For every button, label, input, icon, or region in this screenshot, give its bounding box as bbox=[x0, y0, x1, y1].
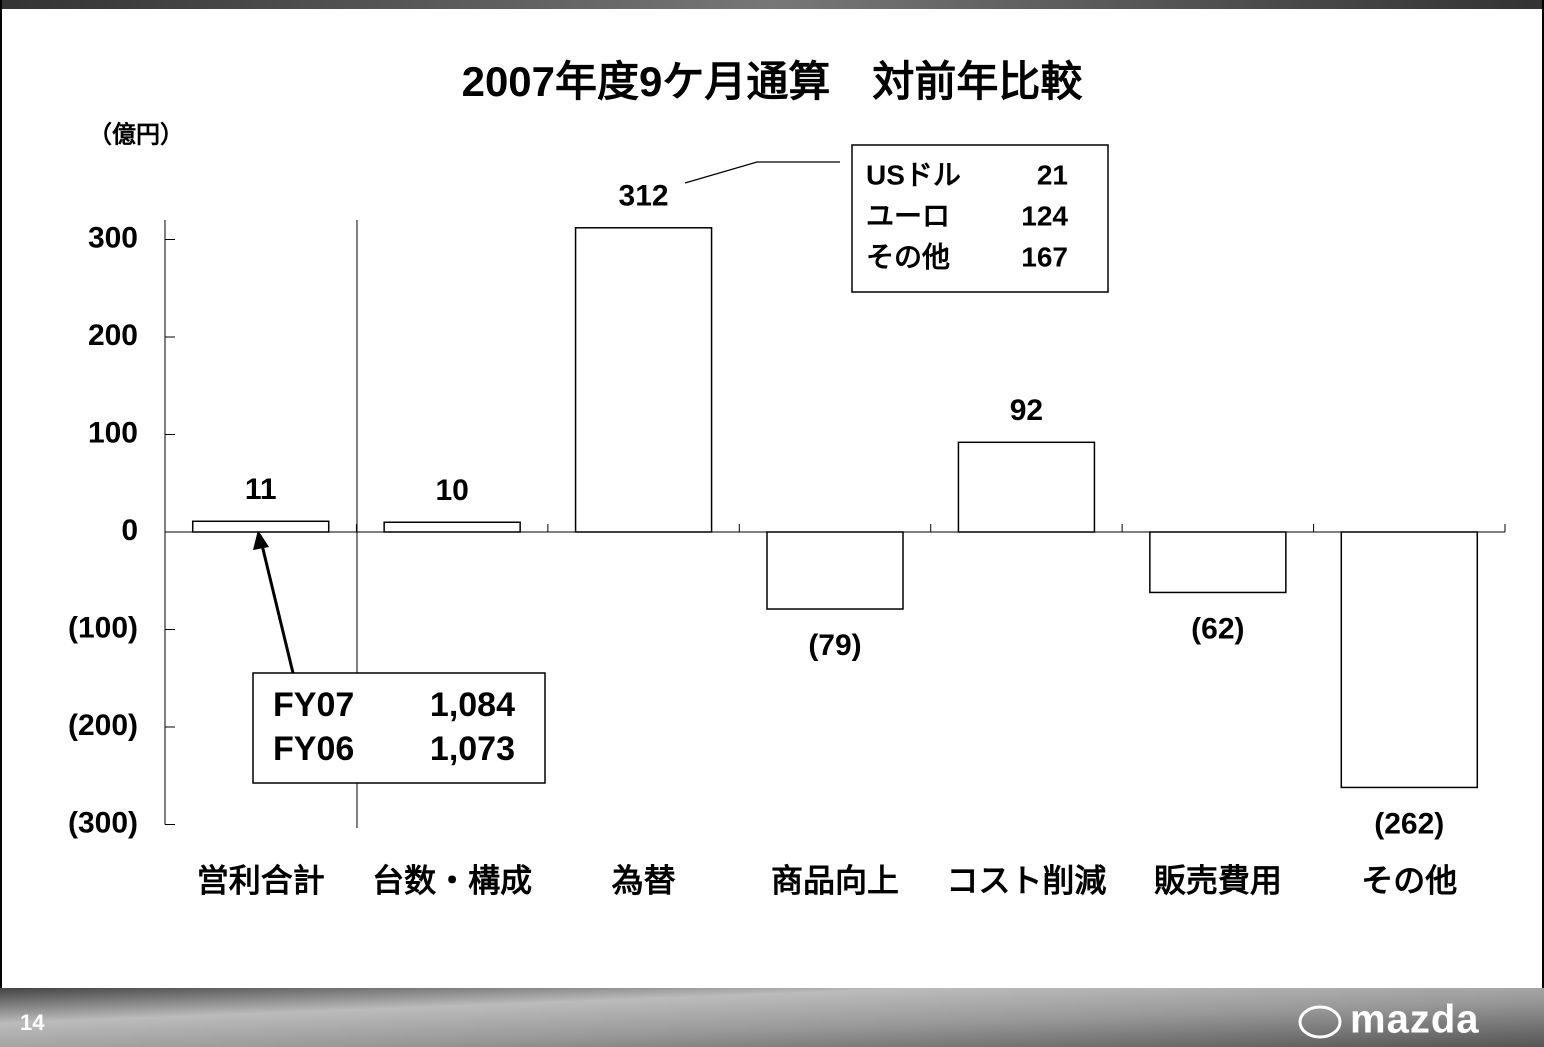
data-label: (79) bbox=[808, 629, 861, 662]
y-tick-label: 0 bbox=[121, 514, 138, 547]
logo: mazda bbox=[1350, 998, 1480, 1042]
page-number: 14 bbox=[20, 1010, 45, 1035]
callout-value: 1,084 bbox=[430, 686, 515, 724]
y-tick-label: (100) bbox=[68, 611, 138, 644]
top-band bbox=[0, 0, 1544, 9]
callout-label: FY06 bbox=[273, 730, 354, 768]
x-tick-label: 為替 bbox=[612, 862, 676, 898]
bar bbox=[191, 520, 330, 533]
x-tick-label: その他 bbox=[1361, 862, 1457, 898]
callout-label: USドル bbox=[866, 159, 961, 190]
bar bbox=[766, 531, 904, 610]
data-label: 10 bbox=[435, 474, 468, 507]
x-tick-label: 営利合計 bbox=[197, 862, 325, 898]
data-label: 11 bbox=[245, 473, 277, 506]
bar bbox=[957, 441, 1096, 533]
callout-box bbox=[252, 672, 546, 784]
y-tick-label: 300 bbox=[88, 221, 138, 254]
callout-leader bbox=[684, 161, 840, 184]
callout-arrow bbox=[260, 544, 295, 674]
logo-mark bbox=[1298, 1005, 1342, 1039]
y-axis-label: （億円） bbox=[88, 120, 184, 148]
data-label: (262) bbox=[1374, 807, 1444, 840]
bar bbox=[1149, 531, 1287, 594]
bar bbox=[574, 227, 713, 533]
data-label: (62) bbox=[1191, 612, 1244, 645]
callout-label: ユーロ bbox=[866, 200, 950, 231]
x-tick-label: コスト削減 bbox=[946, 862, 1106, 898]
footer-band bbox=[0, 988, 1544, 1047]
data-label: 92 bbox=[1010, 394, 1043, 427]
bar bbox=[383, 521, 521, 533]
y-tick-label: 200 bbox=[88, 319, 138, 352]
bar bbox=[1340, 531, 1479, 789]
callout-value: 1,073 bbox=[430, 730, 515, 768]
y-tick-label: (200) bbox=[68, 709, 138, 742]
data-label: 312 bbox=[619, 180, 669, 213]
callout-label: FY07 bbox=[273, 686, 354, 724]
arrow-head bbox=[253, 530, 269, 550]
y-tick-label: (300) bbox=[68, 806, 138, 839]
chart-title: 2007年度9ケ月通算 対前年比較 bbox=[462, 58, 1084, 105]
x-tick-label: 台数・構成 bbox=[372, 862, 532, 898]
callout-value: 124 bbox=[1021, 200, 1068, 231]
x-tick-label: 商品向上 bbox=[771, 862, 899, 898]
x-tick-label: 販売費用 bbox=[1154, 862, 1282, 898]
y-tick-label: 100 bbox=[88, 416, 138, 449]
callout-box bbox=[851, 144, 1109, 293]
callout-value: 167 bbox=[1021, 241, 1068, 272]
callout-value: 21 bbox=[1037, 159, 1068, 190]
callout-label: その他 bbox=[866, 241, 950, 272]
